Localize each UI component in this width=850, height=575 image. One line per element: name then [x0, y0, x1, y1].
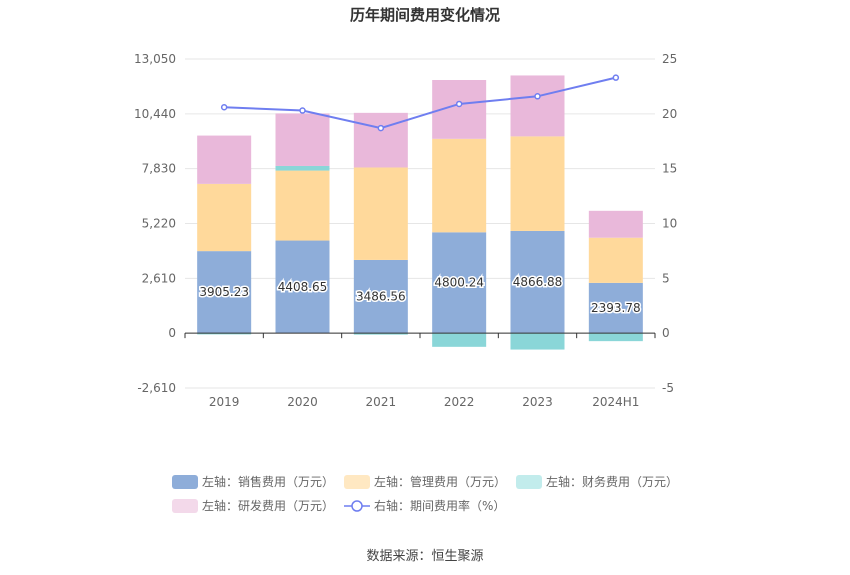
legend[interactable]: 左轴：销售费用（万元） 左轴：管理费用（万元） 左轴：财务费用（万元） 左轴：研发费用… [172, 474, 678, 513]
rate-line-point [534, 93, 541, 100]
bar [275, 170, 330, 241]
legend-swatch [344, 475, 370, 489]
left-tick-label: 0 [168, 326, 176, 340]
x-tick-label: 2024H1 [592, 395, 639, 409]
legend-swatch [516, 475, 542, 489]
bar-data-label: 4866.88 [513, 275, 563, 289]
bar [197, 135, 252, 184]
x-axis-labels: 2019 2020 2021 2022 2023 2024H1 [209, 395, 640, 409]
rate-line [220, 74, 620, 132]
left-tick-label: 2,610 [142, 271, 176, 285]
bar [588, 237, 643, 283]
bar [432, 138, 487, 233]
bar-data-label: 4800.24 [434, 276, 484, 290]
bar-labels: 3905.23 4408.65 3486.56 4800.24 4866.88 2393.… [198, 274, 642, 317]
legend-label: 左轴：研发费用（万元） [202, 498, 334, 513]
bar [197, 183, 252, 252]
rate-line-point [220, 104, 228, 111]
left-tick-label: 7,830 [142, 162, 176, 176]
legend-swatch [172, 499, 198, 513]
bar [353, 333, 408, 335]
bar [197, 333, 252, 335]
bar [275, 240, 330, 334]
left-tick-label: 13,050 [134, 52, 176, 66]
source-note: 数据来源：恒生聚源 [366, 549, 484, 564]
right-tick-label: 15 [662, 162, 677, 176]
rate-line-point [299, 107, 306, 114]
legend-label: 右轴：期间费用率（%） [374, 498, 505, 513]
bar [432, 333, 487, 347]
left-tick-label: -2,610 [137, 381, 176, 395]
bar [510, 333, 565, 350]
left-axis-ticks: -2,610 0 2,610 5,220 7,830 10,440 13,050 [134, 52, 176, 395]
bar [588, 333, 643, 342]
bar [275, 165, 330, 171]
x-tick-label: 2021 [366, 395, 397, 409]
right-tick-label: 25 [662, 52, 677, 66]
bar [197, 251, 252, 334]
right-tick-label: 0 [662, 326, 670, 340]
bar [588, 282, 643, 334]
bar-data-label: 2393.78 [591, 301, 641, 315]
zero-axis [184, 332, 656, 339]
bar [353, 167, 408, 260]
rate-line-point [455, 100, 463, 108]
bar [588, 210, 643, 238]
x-tick-label: 2022 [444, 395, 475, 409]
bar-data-label: 3905.23 [199, 285, 249, 299]
rate-line-path [224, 76, 617, 130]
bar [353, 112, 408, 168]
right-axis-ticks: -5 0 5 10 15 20 25 [662, 52, 677, 395]
bar [510, 230, 565, 334]
legend-swatch [172, 475, 198, 489]
bar [353, 259, 408, 334]
right-tick-label: -5 [662, 381, 674, 395]
legend-label: 左轴：财务费用（万元） [546, 474, 678, 489]
legend-line-marker [351, 500, 363, 512]
left-tick-label: 5,220 [142, 217, 176, 231]
right-tick-label: 20 [662, 107, 677, 121]
legend-label: 左轴：销售费用（万元） [202, 474, 334, 489]
bar-data-label: 3486.56 [356, 290, 406, 304]
bar [510, 75, 565, 137]
x-tick-label: 2019 [209, 395, 240, 409]
left-tick-label: 10,440 [134, 107, 176, 121]
x-tick-label: 2023 [522, 395, 553, 409]
legend-label: 左轴：管理费用（万元） [374, 474, 506, 489]
bar [432, 232, 487, 334]
bars [197, 75, 643, 350]
chart-title: 历年期间费用变化情况 [350, 6, 500, 24]
bar [510, 136, 565, 231]
rate-line-point [612, 74, 620, 81]
x-tick-label: 2020 [287, 395, 318, 409]
bar [275, 113, 330, 166]
right-tick-label: 10 [662, 217, 677, 231]
right-tick-label: 5 [662, 271, 670, 285]
rate-line-point [377, 124, 385, 132]
bar-data-label: 4408.65 [278, 280, 328, 294]
